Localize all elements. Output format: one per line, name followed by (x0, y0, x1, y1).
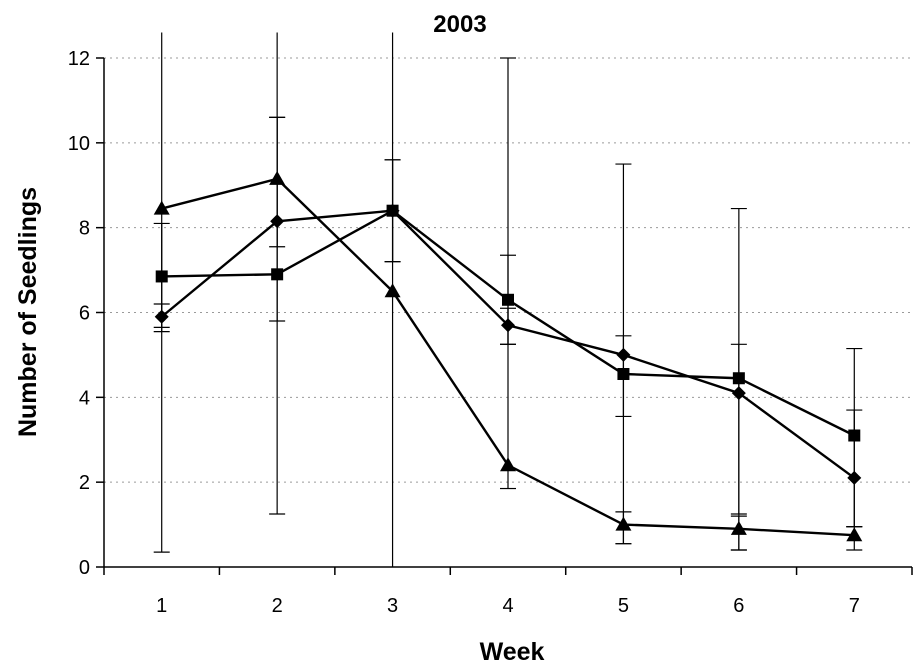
data-point-square (732, 372, 745, 385)
data-point-triangle (615, 516, 632, 531)
x-tick-label: 1 (156, 595, 167, 617)
x-tick-label: 5 (618, 595, 629, 617)
y-axis-title: Number of Seedlings (14, 187, 42, 437)
y-tick-label: 6 (79, 303, 90, 325)
data-point-diamond (847, 470, 862, 485)
y-tick-label: 10 (68, 133, 90, 155)
x-tick-label: 3 (387, 595, 398, 617)
data-point-diamond (501, 318, 515, 333)
x-tick-label: 2 (272, 595, 283, 617)
x-tick-label: 6 (733, 595, 744, 617)
data-point-square (155, 270, 168, 283)
data-point-square (848, 429, 861, 442)
x-tick-label: 4 (502, 595, 513, 617)
x-tick-label: 7 (849, 595, 860, 617)
data-point-diamond (616, 347, 631, 362)
data-point-diamond (731, 386, 746, 401)
axes (96, 57, 913, 575)
x-axis-title: Week (480, 638, 545, 666)
data-point-triangle (153, 200, 170, 215)
y-tick-label: 4 (79, 387, 90, 409)
data-point-square (271, 268, 284, 281)
data-point-square (386, 204, 399, 217)
chart-title: 2003 (433, 11, 486, 38)
data-point-square (502, 293, 514, 306)
series (153, 170, 863, 542)
data-point-diamond (154, 309, 169, 324)
y-tick-label: 8 (79, 218, 90, 240)
data-point-triangle (269, 170, 286, 185)
data-point-triangle (500, 457, 516, 472)
y-tick-label: 12 (68, 48, 90, 70)
data-point-triangle (384, 283, 401, 298)
data-point-square (617, 368, 630, 381)
y-tick-label: 0 (79, 557, 90, 579)
y-tick-label: 2 (79, 472, 90, 494)
data-point-diamond (270, 214, 285, 229)
data-point-triangle (730, 520, 747, 535)
data-point-triangle (846, 527, 863, 542)
